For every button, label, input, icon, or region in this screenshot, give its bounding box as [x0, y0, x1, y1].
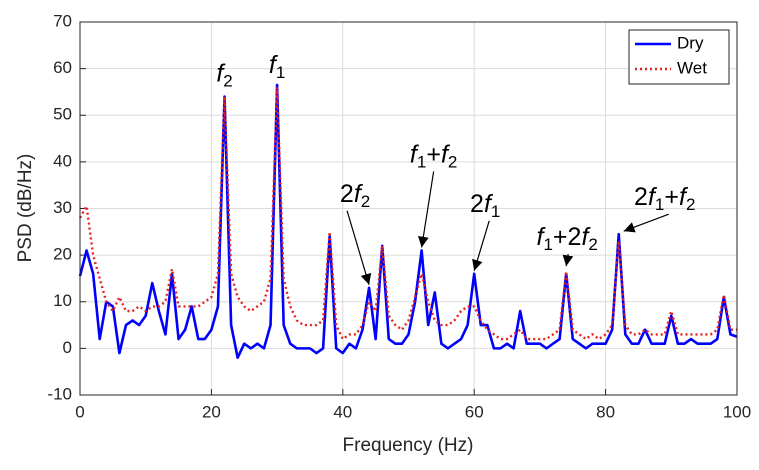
annotation-part: 1: [655, 196, 664, 215]
x-tick-label: 20: [202, 402, 221, 421]
x-tick-label: 40: [333, 402, 352, 421]
x-tick-label: 0: [75, 402, 84, 421]
annotation-part: 1: [276, 63, 285, 82]
y-tick-label: 40: [53, 151, 72, 170]
axes-box: [79, 21, 738, 396]
annotation: f1+f2: [410, 140, 457, 172]
series-line: [78, 86, 737, 341]
annotation-part: +: [664, 183, 679, 211]
annotation-part: f: [484, 189, 494, 217]
series-line: [78, 83, 738, 359]
y-tick-label: 30: [53, 198, 72, 217]
annotation-part: 2: [470, 189, 484, 217]
legend-box: [628, 29, 730, 85]
x-tick-label: 60: [465, 402, 484, 421]
annotation-arrow: [417, 171, 435, 248]
x-tick-label: 80: [596, 402, 615, 421]
annotation: 2f1: [470, 189, 500, 221]
annotation-part: 1: [543, 236, 552, 255]
annotation-part: 2: [223, 72, 232, 91]
annotation-part: 2: [686, 196, 695, 215]
annotation-arrow: [562, 254, 574, 267]
annotation-part: 2: [340, 179, 354, 207]
y-tick-label: 10: [53, 291, 72, 310]
annotation-part: +: [553, 223, 568, 251]
annotation-arrow: [346, 210, 372, 285]
annotation-part: 1: [491, 202, 500, 221]
annotation-part: f: [216, 59, 226, 87]
annotation-part: f: [648, 183, 658, 211]
legend-label: Dry: [677, 33, 704, 52]
y-tick-label: 0: [63, 338, 72, 357]
annotation: f1: [269, 51, 285, 83]
y-tick-label: 50: [53, 105, 72, 124]
y-axis-label: PSD (dB/Hz): [15, 154, 36, 263]
annotation-part: 2: [634, 183, 648, 211]
annotation-part: f: [679, 183, 689, 211]
legend-label: Wet: [677, 58, 707, 77]
annotation-part: 1: [417, 153, 426, 172]
annotation-part: +: [426, 140, 441, 168]
x-tick-label: 100: [723, 402, 751, 421]
annotation-part: 2: [588, 236, 597, 255]
annotation: f2: [216, 59, 232, 91]
annotation-part: f: [269, 51, 279, 79]
annotation-arrow: [472, 220, 490, 271]
annotation: 2f1+f2: [634, 183, 695, 215]
annotation-arrow: [623, 213, 669, 233]
annotation-part: f: [410, 140, 420, 168]
annotation-part: f: [537, 223, 547, 251]
x-axis-label: Frequency (Hz): [343, 435, 474, 456]
annotation: 2f2: [340, 179, 370, 211]
annotation: f1+2f2: [537, 223, 598, 255]
y-tick-label: 60: [53, 58, 72, 77]
annotation-part: f: [354, 179, 364, 207]
y-tick-label: 20: [53, 245, 72, 264]
annotation-part: 2: [361, 192, 370, 211]
annotation-part: 2: [448, 153, 457, 172]
y-tick-label: 70: [53, 11, 72, 30]
annotation-part: f: [441, 140, 451, 168]
annotation-part: 2: [568, 223, 582, 251]
y-tick-label: -10: [47, 384, 72, 403]
annotation-part: f: [581, 223, 591, 251]
